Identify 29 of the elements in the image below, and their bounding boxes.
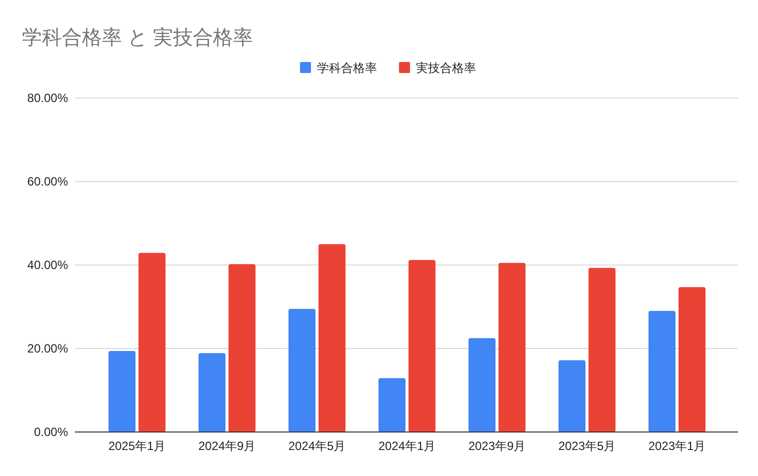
y-tick-label: 40.00% — [27, 258, 68, 272]
y-tick-label: 20.00% — [27, 342, 68, 356]
x-tick-label: 2023年9月 — [468, 439, 526, 453]
x-tick-label: 2025年1月 — [108, 439, 166, 453]
chart-title: 学科合格率 と 実技合格率 — [22, 26, 254, 49]
bar — [468, 338, 496, 432]
bar — [318, 244, 346, 432]
bar — [228, 264, 256, 432]
x-tick-label: 2023年1月 — [648, 439, 706, 453]
x-tick-label: 2024年5月 — [288, 439, 346, 453]
bar — [558, 360, 586, 432]
x-tick-label: 2024年9月 — [198, 439, 256, 453]
bar — [198, 353, 226, 432]
x-tick-label: 2024年1月 — [378, 439, 436, 453]
bar — [678, 287, 706, 432]
y-tick-label: 0.00% — [34, 425, 68, 439]
bar — [648, 310, 676, 432]
bar — [288, 308, 316, 432]
legend-label: 実技合格率 — [416, 61, 476, 75]
bar — [138, 252, 166, 432]
bar — [108, 351, 136, 432]
legend-label: 学科合格率 — [317, 61, 377, 75]
bar — [408, 260, 436, 432]
x-tick-label: 2023年5月 — [558, 439, 616, 453]
y-tick-label: 60.00% — [27, 174, 68, 188]
bar — [588, 268, 616, 432]
bar — [378, 378, 406, 432]
bar — [498, 262, 526, 432]
y-tick-label: 80.00% — [27, 91, 68, 105]
